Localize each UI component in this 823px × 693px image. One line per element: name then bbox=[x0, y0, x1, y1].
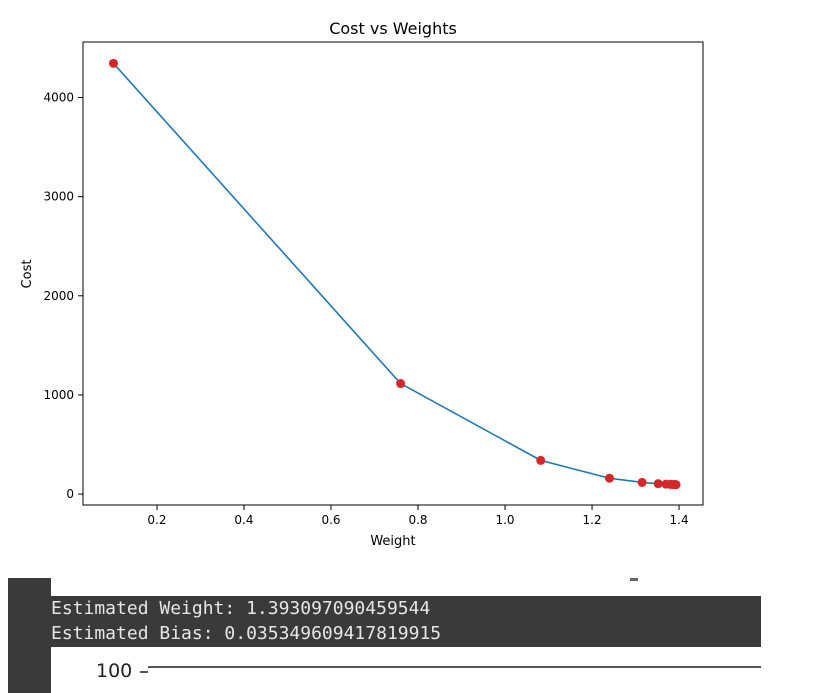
x-tick-label: 0.8 bbox=[408, 513, 427, 527]
x-ticks: 0.2 0.4 0.6 0.8 1.0 1.2 1.4 bbox=[147, 505, 689, 527]
chart-title: Cost vs Weights bbox=[329, 19, 457, 38]
output-line-weight: Estimated Weight: 1.393097090459544 bbox=[51, 598, 431, 619]
x-tick-label: 1.4 bbox=[670, 513, 689, 527]
x-axis-label: Weight bbox=[370, 534, 415, 549]
data-point bbox=[108, 58, 118, 68]
data-point bbox=[604, 473, 614, 483]
y-tick-label: 2000 bbox=[43, 289, 74, 303]
y-tick-label: 4000 bbox=[43, 91, 74, 105]
cost-vs-weights-chart: Cost vs Weights Weight Cost 0.2 0.4 0.6 0.8… bbox=[20, 19, 704, 549]
plot-frame bbox=[82, 41, 704, 506]
y-tick-label: 1000 bbox=[43, 388, 74, 402]
data-point bbox=[637, 477, 647, 487]
y-ticks: 0 1000 2000 3000 4000 bbox=[43, 91, 83, 501]
x-tick-label: 1.0 bbox=[495, 513, 514, 527]
data-point bbox=[653, 479, 663, 489]
y-tick-label: 0 bbox=[66, 487, 74, 501]
data-point bbox=[396, 379, 406, 389]
x-tick-label: 0.4 bbox=[234, 513, 253, 527]
data-point bbox=[536, 455, 546, 465]
cell-output-panel: Estimated Weight: 1.393097090459544 Esti… bbox=[8, 578, 761, 693]
partial-axis-line bbox=[148, 666, 761, 668]
output-line-bias: Estimated Bias: 0.035349609417819915 bbox=[51, 623, 442, 644]
partial-tick-mark bbox=[140, 671, 148, 673]
data-points bbox=[108, 58, 681, 490]
y-tick-label: 3000 bbox=[43, 190, 74, 204]
y-axis-label: Cost bbox=[20, 260, 35, 289]
output-band: Estimated Weight: 1.393097090459544 Esti… bbox=[51, 596, 761, 647]
partial-tick-label: 100 bbox=[96, 660, 133, 682]
data-point bbox=[671, 480, 681, 490]
output-gutter bbox=[8, 578, 51, 693]
stray-mark bbox=[630, 578, 638, 581]
x-tick-label: 0.2 bbox=[147, 513, 166, 527]
x-tick-label: 0.6 bbox=[321, 513, 340, 527]
series-line bbox=[112, 62, 677, 486]
x-tick-label: 1.2 bbox=[583, 513, 602, 527]
